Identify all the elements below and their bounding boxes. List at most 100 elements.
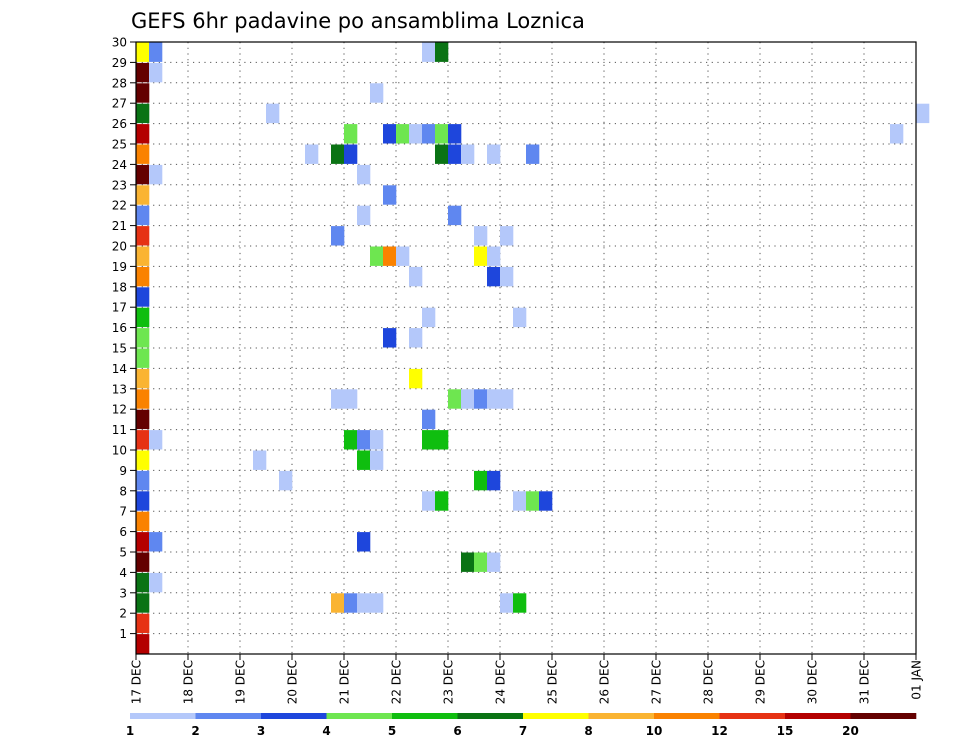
heatmap-cell [448,205,462,226]
y-tick-label: 30 [112,36,127,50]
x-tick-label: 30 DEC [806,660,820,704]
x-tick-label: 01 JAN [910,660,924,700]
x-tick-label: 24 DEC [494,660,508,704]
heatmap-cell [136,470,150,491]
y-tick-label: 23 [112,178,127,192]
colorbar-label: 3 [257,724,265,738]
x-tick-label: 27 DEC [650,660,664,704]
x-tick-label: 19 DEC [234,660,248,704]
heatmap-cell [149,572,163,593]
heatmap-cell [487,552,501,572]
x-axis: 17 DEC 18 DEC 19 DEC 20 DEC 21 DEC 22 DEC 23 D… [130,654,924,704]
heatmap-cell [513,593,527,613]
heatmap-cell [344,124,358,144]
colorbar-swatch [130,713,196,719]
y-tick-label: 7 [119,505,127,519]
heatmap-cell [487,246,501,266]
heatmap-cell [331,593,345,613]
heatmap-cell [136,634,150,654]
heatmap-cell [136,164,150,185]
heatmap-cell [422,491,436,511]
y-tick-label: 25 [112,138,127,152]
heatmap-cell [513,307,527,328]
heatmap-cell [383,185,397,205]
colorbar-swatch [392,713,458,719]
y-tick-label: 10 [112,444,127,458]
heatmap-cell [136,144,150,164]
colorbar-label: 5 [388,724,396,738]
chart-title: GEFS 6hr padavine po ansamblima Loznica [131,9,585,33]
heatmap-cell [344,144,358,164]
grid-lines [136,42,916,654]
heatmap-cell [136,572,150,593]
y-axis: 1234567891011121314151617181920212223242… [112,36,136,641]
colorbar: 1 2 3 4 5 6 7 8 10 12 15 20 [126,713,917,738]
heatmap-cell [136,307,150,328]
heatmap-cell [448,144,462,164]
heatmap-cell [474,552,488,572]
y-tick-label: 6 [119,525,127,539]
heatmap-cell [136,389,150,409]
x-tick-label: 26 DEC [598,660,612,704]
heatmap-cell [422,124,436,144]
y-tick-label: 29 [112,56,127,70]
colorbar-swatch [326,713,393,719]
heatmap-cell [136,287,150,307]
x-tick-label: 22 DEC [390,660,404,704]
heatmap-cell [487,144,501,164]
heatmap-cell [370,450,384,470]
heatmap-cell [435,42,449,62]
heatmap-cell [136,266,150,287]
colorbar-swatch [654,713,720,719]
heatmap-cell [370,593,384,613]
y-tick-label: 21 [112,219,127,233]
heatmap-cell [448,124,462,144]
y-tick-label: 13 [112,382,127,396]
heatmap-cell [136,185,150,205]
colorbar-label: 10 [646,724,663,738]
heatmap-cell [487,389,501,409]
heatmap-cell [409,266,423,287]
heatmap-cell [409,328,423,348]
colorbar-swatch [195,713,262,719]
y-tick-label: 2 [119,607,127,621]
y-tick-label: 14 [112,362,127,376]
heatmap-cell [136,103,150,124]
heatmap-cells [136,42,930,654]
heatmap-cell [305,144,319,164]
heatmap-cell [136,42,150,62]
colorbar-label: 7 [519,724,527,738]
heatmap-cell [344,389,358,409]
heatmap-cell [370,246,384,266]
x-tick-label: 17 DEC [130,660,144,704]
heatmap-cell [136,205,150,226]
heatmap-cell [357,205,371,226]
y-tick-label: 17 [112,301,127,315]
heatmap-cell [357,532,371,552]
plot-frame [135,41,917,655]
colorbar-label: 4 [322,724,330,738]
heatmap-cell [461,389,475,409]
y-tick-label: 12 [112,403,127,417]
heatmap-cell [370,83,384,103]
x-tick-label: 18 DEC [182,660,196,704]
heatmap-cell [266,103,280,124]
heatmap-cell [136,552,150,572]
heatmap-cell [500,266,514,287]
colorbar-swatch [523,713,589,719]
heatmap-cell [422,42,436,62]
heatmap-cell [136,491,150,511]
y-tick-label: 26 [112,117,127,131]
colorbar-label: 20 [842,724,859,738]
heatmap-cell [357,450,371,470]
heatmap-cell [526,491,540,511]
heatmap-cell [435,430,449,450]
heatmap-cell [916,103,930,124]
heatmap-cell [487,266,501,287]
heatmap-cell [136,62,150,83]
y-tick-label: 27 [112,97,127,111]
heatmap-cell [253,450,267,470]
y-tick-label: 3 [119,586,127,600]
heatmap-cell [149,532,163,552]
heatmap-cell [331,226,345,246]
